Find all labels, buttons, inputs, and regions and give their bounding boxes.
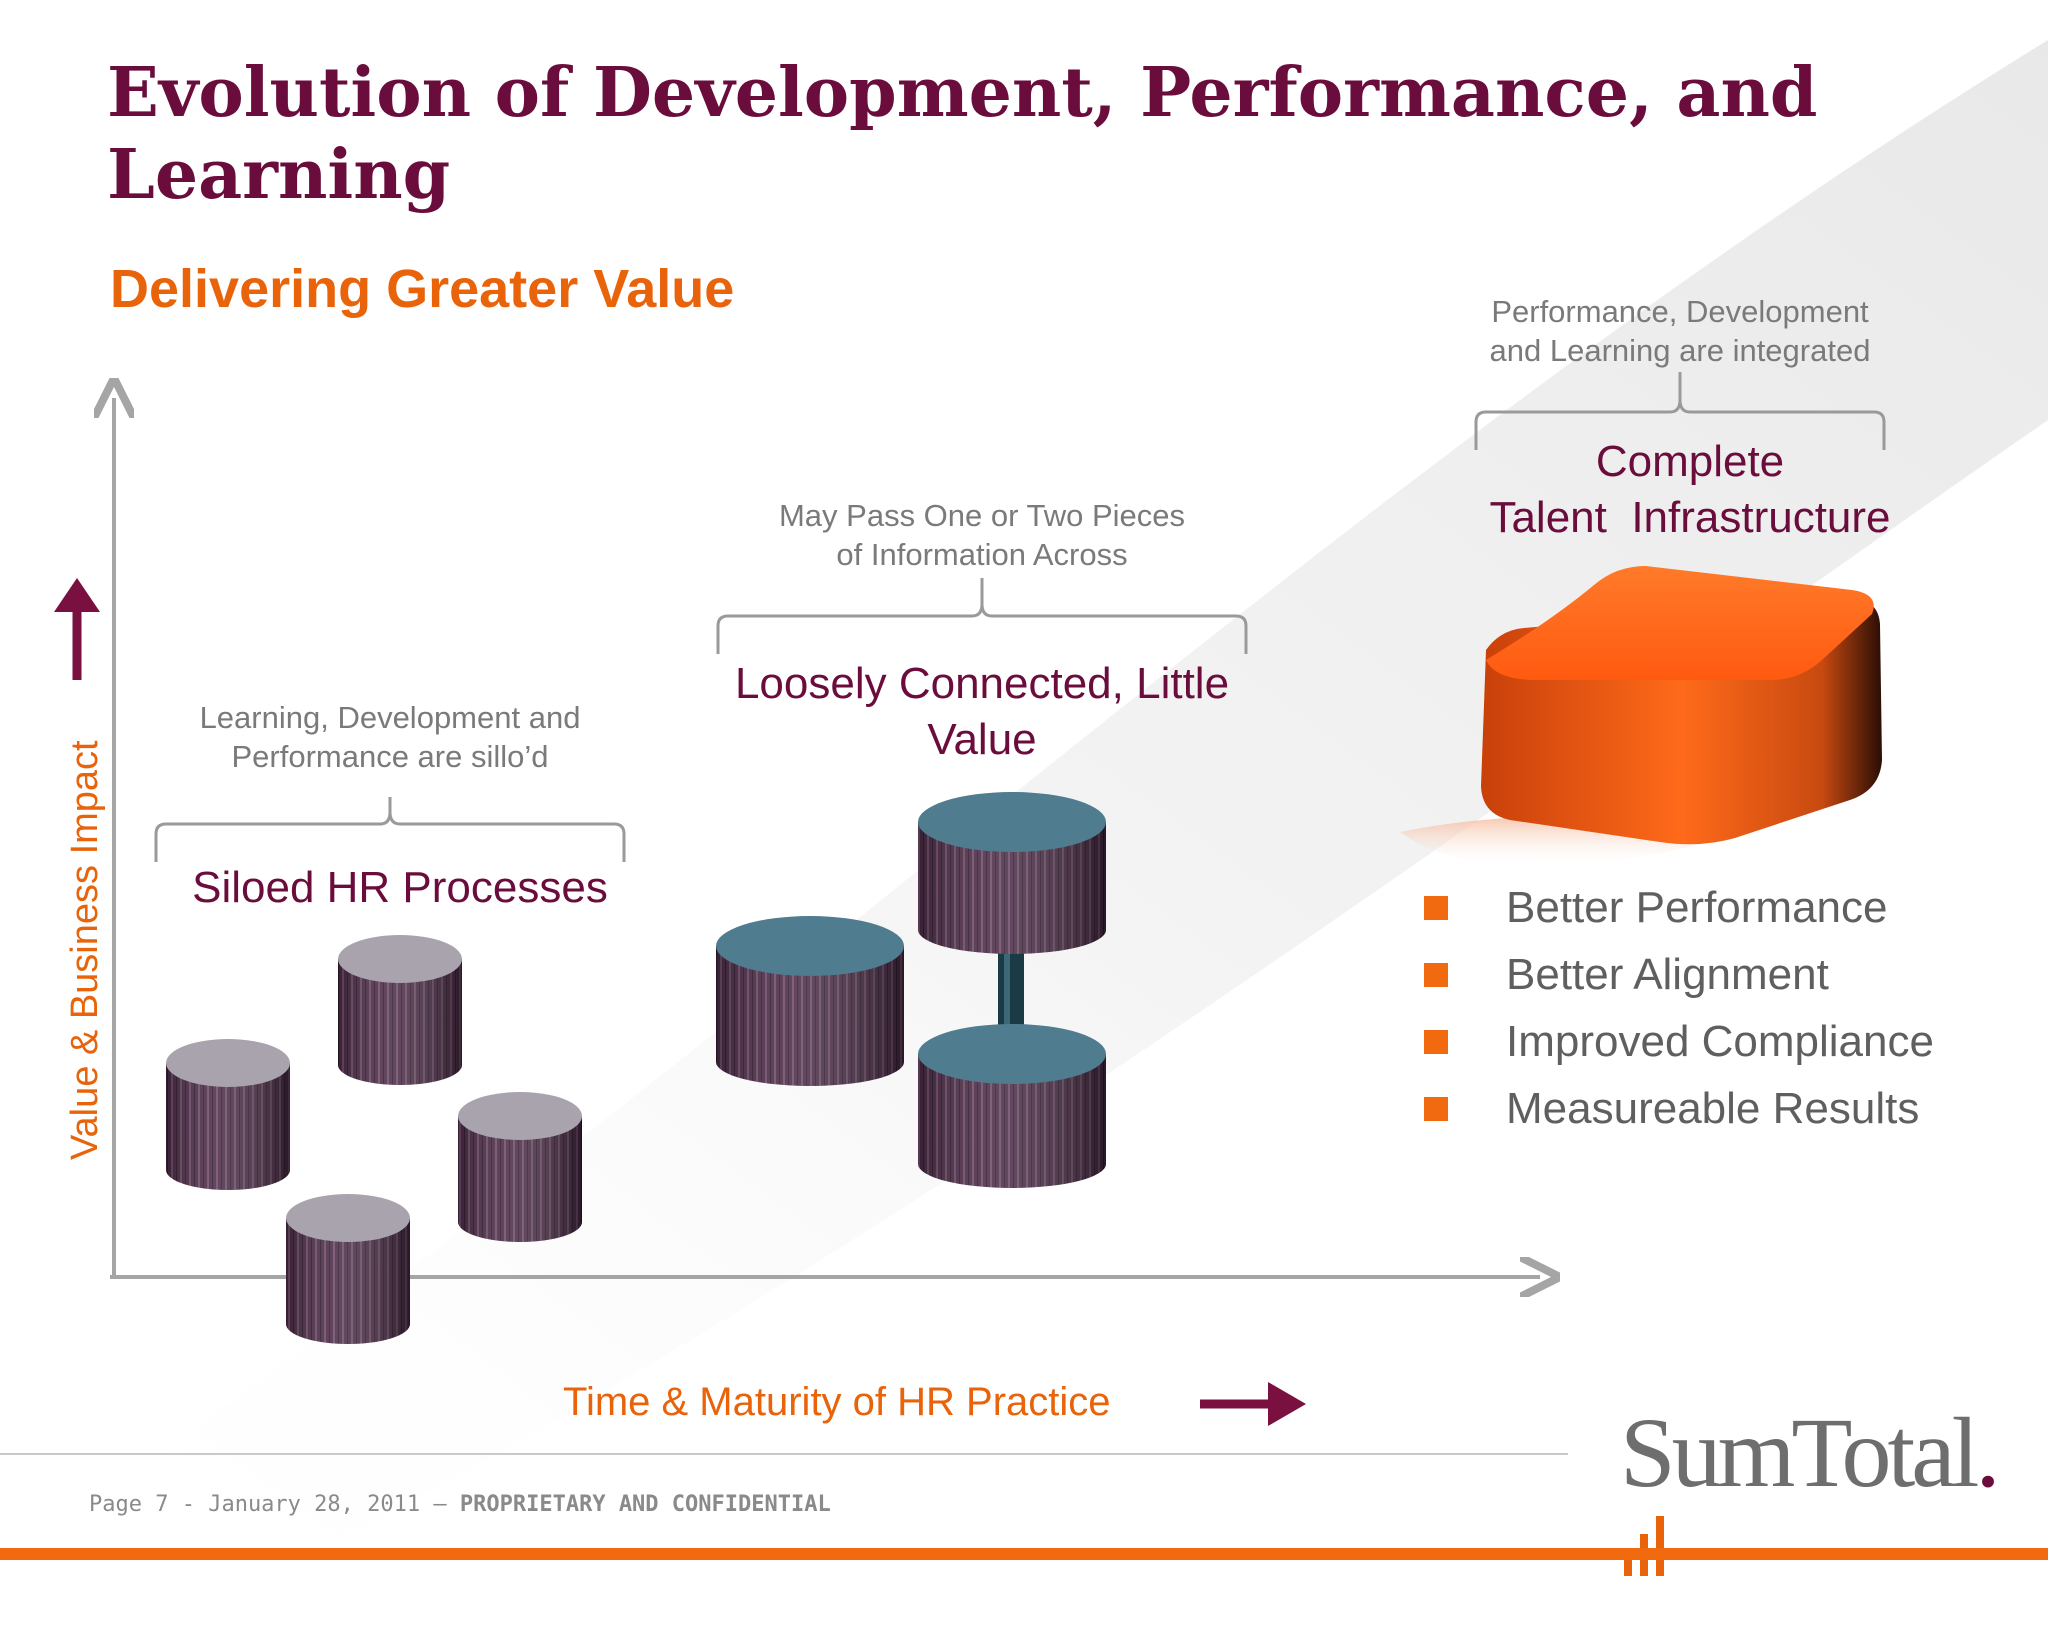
square-bullet-icon [1424,1096,1448,1121]
note-siloed: Learning, Development and Performance ar… [199,700,581,774]
integrated-block [1400,566,1882,868]
benefit-item: Improved Compliance [1424,1008,1934,1075]
stage-title-complete: Complete Talent Infrastructure [1489,437,1891,542]
logo-bars-icon [1624,1516,1664,1576]
note-loosely-connected: May Pass One or Two Pieces of Informatio… [778,498,1186,572]
stage-title-loosely-connected: Loosely Connected, Little Value [734,659,1230,764]
note-complete: Performance, Development and Learning ar… [1489,294,1871,368]
silo-cylinder [338,935,462,1085]
sumtotal-logo: SumTotal. [1620,1395,2048,1625]
benefit-item: Better Performance [1424,874,1934,941]
x-direction-arrow [1200,1382,1306,1426]
slide-title: Evolution of Development, Performance, a… [107,53,1818,215]
stage-title-siloed: Siloed HR Processes [192,863,608,912]
footer: Page 7 - January 28, 2011 – PROPRIETARY … [89,1492,831,1517]
brace-loosely-connected [716,578,1248,654]
silo-cylinder [286,1194,410,1344]
page-info: Page 7 - January 28, 2011 – [89,1492,447,1517]
x-axis-label: Time & Maturity of HR Practice [563,1380,1111,1424]
square-bullet-icon [1424,962,1448,987]
diagram-canvas [0,40,2048,1560]
connected-cylinder [716,916,904,1086]
silo-cylinder [166,1039,290,1190]
bottom-accent-bar [0,1548,2048,1560]
brace-siloed [154,797,626,862]
connected-cylinder [918,792,1106,954]
footer-divider [0,1453,1568,1455]
square-bullet-icon [1424,895,1448,920]
square-bullet-icon [1424,1029,1448,1054]
brace-complete [1474,372,1886,450]
benefit-item: Better Alignment [1424,941,1934,1008]
y-direction-arrow [54,578,100,680]
benefits-list: Better Performance Better Alignment Impr… [1424,874,1934,1142]
slide-subtitle: Delivering Greater Value [110,259,735,319]
confidential-label: PROPRIETARY AND CONFIDENTIAL [459,1492,831,1517]
benefit-item: Measureable Results [1424,1075,1934,1142]
y-axis-label: Value & Business Impact [64,740,106,1160]
connected-cylinder [918,1024,1106,1188]
silo-cylinder [458,1092,582,1242]
